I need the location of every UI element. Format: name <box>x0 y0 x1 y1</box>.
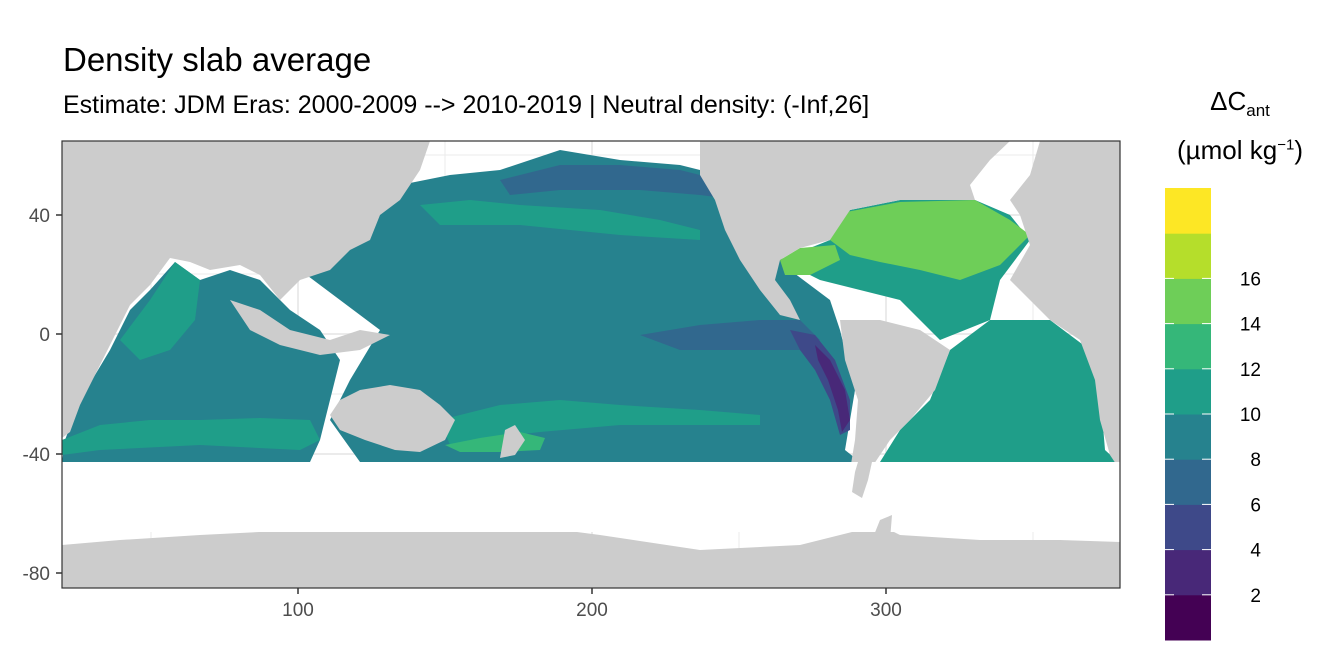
legend-title-line1: ΔCant <box>1210 86 1270 121</box>
legend-label: 10 <box>1240 405 1261 426</box>
peru-upwelling-min <box>815 345 850 432</box>
map-layer <box>62 141 1120 588</box>
legend-color-step <box>1165 233 1211 279</box>
chart-subtitle: Estimate: JDM Eras: 2000-2009 --> 2010-2… <box>63 91 870 119</box>
new-zealand-land <box>500 425 525 458</box>
indian-ocean-fill <box>62 262 340 462</box>
legend-label: 16 <box>1240 269 1261 290</box>
north-atlantic-high <box>830 200 1030 280</box>
legend-color-step <box>1165 459 1211 505</box>
legend-color-step <box>1165 188 1211 234</box>
legend-label: 2 <box>1250 586 1261 607</box>
atlantic-ocean-fill <box>880 320 1118 462</box>
x-tick-label: 200 <box>576 600 608 621</box>
legend-label: 12 <box>1240 360 1261 381</box>
south-america-tip-land <box>852 462 872 498</box>
chart-title: Density slab average <box>63 41 372 78</box>
pacific-ocean-fill <box>300 150 860 462</box>
legend-label: 8 <box>1250 450 1261 471</box>
legend-color-step <box>1165 278 1211 325</box>
peru-upwelling-low <box>790 330 850 435</box>
legend-labels: 2 4 6 8 10 12 14 16 <box>1240 269 1262 606</box>
axis-ticks <box>56 214 887 594</box>
panel-border <box>61 140 1121 589</box>
legend-color-step <box>1165 368 1211 415</box>
southern-ocean-no-data <box>62 462 1120 532</box>
north-pacific-high <box>500 165 740 200</box>
legend-color-step <box>1165 414 1211 460</box>
south-america-land <box>840 320 950 495</box>
legend-label: 4 <box>1250 541 1261 562</box>
legend-title-line2: (µmol kg−1) <box>1177 135 1303 165</box>
north-pacific-band <box>420 200 700 240</box>
eurasia-africa-land <box>62 141 430 438</box>
legend-color-step <box>1165 323 1211 370</box>
legend-color-step <box>1165 504 1211 551</box>
y-tick-label: -80 <box>23 564 50 585</box>
legend-colorbar <box>1165 188 1211 641</box>
legend-label: 14 <box>1240 315 1262 336</box>
y-tick-label: -40 <box>23 445 50 466</box>
y-tick-label: 0 <box>39 325 50 346</box>
legend-label: 6 <box>1250 495 1261 516</box>
legend-color-step <box>1165 594 1211 641</box>
antarctica-land <box>62 520 1120 588</box>
indian-south-band <box>62 418 320 455</box>
x-tick-label: 300 <box>870 600 902 621</box>
gulf-high <box>780 245 840 275</box>
ocean-values <box>62 150 1118 462</box>
antarctic-peninsula-land <box>870 515 892 545</box>
legend-color-step <box>1165 549 1211 596</box>
arabian-sea-band <box>120 262 200 360</box>
east-pacific-low <box>640 320 820 350</box>
australia-land <box>330 385 455 452</box>
y-tick-label: 40 <box>29 206 50 227</box>
maritime-continent-land <box>230 300 390 355</box>
greenland-europe-land <box>1010 141 1120 470</box>
land <box>62 141 1120 588</box>
north-america-land <box>700 141 1010 320</box>
x-tick-label: 100 <box>282 600 314 621</box>
